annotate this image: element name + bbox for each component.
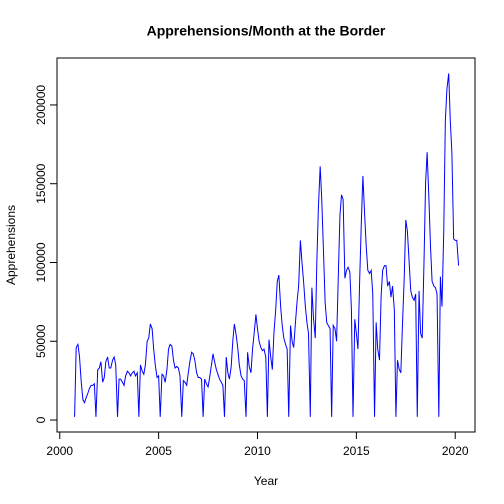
chart-title: Apprehensions/Month at the Border: [147, 23, 386, 39]
x-tick-label: 2010: [244, 444, 271, 458]
y-tick-label: 200000: [34, 85, 48, 125]
x-tick-label: 2000: [46, 444, 73, 458]
x-axis-label: Year: [254, 474, 278, 488]
x-tick-label: 2020: [442, 444, 469, 458]
y-tick-label: 100000: [34, 242, 48, 282]
plot-box: [56, 57, 476, 433]
y-tick-label: 150000: [34, 163, 48, 203]
y-tick-label: 0: [34, 416, 48, 423]
y-tick-label: 50000: [34, 324, 48, 358]
x-tick-label: 2005: [145, 444, 172, 458]
y-axis-label: Apprehensions: [4, 205, 18, 285]
data-line: [74, 73, 460, 417]
x-tick-label: 2015: [343, 444, 370, 458]
